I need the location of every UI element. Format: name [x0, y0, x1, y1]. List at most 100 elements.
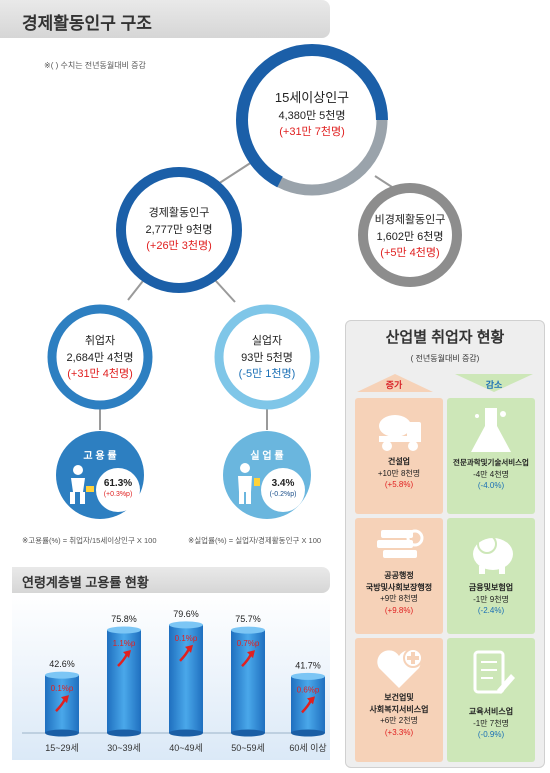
industry-decrease-finance-change: (-2.4%): [477, 606, 505, 616]
age-category-label: 50~59세: [231, 743, 265, 753]
age-bar-cap: [45, 671, 79, 679]
age-bar-value-label: 75.8%: [111, 614, 137, 624]
worker-icon: [70, 465, 94, 504]
increase-decrease-header: [357, 374, 533, 392]
node-total-label: 15세이상인구: [274, 90, 350, 105]
employment-rate-change: (+0.3%p): [103, 491, 133, 498]
age-bar-base: [107, 729, 141, 737]
increase-label: 증가: [385, 380, 403, 390]
connector-econ-unemployed: [214, 279, 236, 303]
age-bar-cap: [169, 621, 203, 629]
age-bar-cap: [107, 626, 141, 634]
age-category-label: 60세 이상: [289, 743, 326, 753]
piggy-bank-icon: [473, 534, 513, 574]
age-bar-cap: [231, 626, 265, 634]
node-nonecon: 비경제활동인구 1,602만 6천명 (+5만 4천명): [362, 212, 458, 262]
node-total: 15세이상인구 4,380만 5천명 (+31만 7천명): [252, 88, 372, 141]
age-bar-cap: [291, 672, 325, 680]
unemployment-rate-change: (-0.2%p): [269, 491, 297, 498]
industry-increase-construction: 건설업 +10만 8천명 (+5.8%): [355, 398, 443, 514]
employment-rate-value: 61.3%: [103, 478, 133, 489]
industry-increase-construction-name: 건설업: [387, 457, 411, 466]
employment-rate-formula: ※고용률(%) = 취업자/15세이상인구 X 100: [22, 536, 157, 545]
node-total-value: 4,380만 5천명: [278, 109, 346, 122]
structure-diagram: [47, 44, 462, 519]
up-arrow-head: [61, 695, 69, 704]
connector-total-econ: [217, 159, 256, 185]
flask-icon: [471, 408, 511, 452]
employed-circle: [47, 304, 153, 410]
age-category-label: 30~39세: [107, 743, 141, 753]
up-arrow-head: [247, 650, 255, 659]
books-icon: [377, 529, 424, 558]
connector-total-nonecon: [374, 175, 393, 188]
node-econ-label: 경제활동인구: [148, 207, 210, 219]
age-bar-base: [231, 729, 265, 737]
age-bar-base: [45, 729, 79, 737]
age-bar: [231, 630, 265, 733]
node-total-change: (+31만 7천명): [279, 126, 345, 138]
unemployment-rate-formula: ※실업률(%) = 실업자/경제활동인구 X 100: [188, 536, 322, 545]
node-unemployed-label: 실업자: [251, 335, 283, 347]
job-seeker-icon: [238, 463, 260, 504]
industry-decrease-education: 교육서비스업 -1만 7천명 (-0.9%): [447, 638, 535, 762]
age-bar-base: [291, 729, 325, 737]
node-econ-change: (+26만 3천명): [146, 240, 212, 252]
age-employment-chart: 42.6% 0.1%p 15~29세 75.8% 1.1%p 30~39세 79.6% 0.1…: [22, 609, 327, 753]
node-nonecon-value: 1,602만 6천명: [376, 230, 444, 243]
industry-decrease-science-value: -4만 4천명: [473, 469, 509, 479]
age-bar-change-label: 0.6%p: [297, 685, 320, 694]
industry-increase-health: 보건업및 사회복지서비스업 +6만 2천명 (+3.3%): [355, 638, 443, 762]
industry-increase-construction-value: +10만 8천명: [377, 468, 421, 478]
industry-decrease-education-change: (-0.9%): [477, 730, 505, 740]
age-section-title-bar: 연령계층별 고용률 현황: [12, 567, 330, 593]
industry-decrease-science-name: 전문과학및기술서비스업: [453, 458, 529, 467]
node-unemployed: 실업자 93만 5천명 (-5만 1천명): [222, 333, 312, 383]
industry-decrease-finance-value: -1만 9천명: [473, 594, 509, 604]
industry-increase-public-admin-value: +9만 8천명: [380, 594, 418, 604]
decrease-arrow-icon: [455, 374, 533, 392]
notepad-pencil-icon: [473, 650, 515, 694]
industry-decrease-science-change: (-4.0%): [477, 481, 505, 491]
node-employed-value: 2,684만 4천명: [66, 351, 134, 364]
industry-subtitle: ( 전년동월대비 증감): [410, 354, 480, 363]
unemployment-rate-label: 실 업 률: [250, 451, 284, 462]
econ-circle: [116, 167, 242, 293]
age-bar-value-label: 41.7%: [295, 660, 321, 670]
node-unemployed-value: 93만 5천명: [241, 351, 293, 364]
industry-increase-health-change: (+3.3%): [384, 727, 414, 737]
employment-rate-label: 고 용 률: [83, 451, 117, 462]
industry-increase-construction-change: (+5.8%): [384, 480, 414, 490]
header-note: ※( ) 수치는 전년동월대비 증감: [44, 61, 146, 70]
node-employed: 취업자 2,684만 4천명 (+31만 4천명): [55, 333, 145, 383]
industry-decrease-education-name: 교육서비스업: [468, 707, 514, 716]
unemployed-circle: [214, 304, 320, 410]
age-bar-value-label: 75.7%: [235, 614, 261, 624]
age-bar-change-label: 1.1%p: [113, 639, 136, 648]
node-employed-change: (+31만 4천명): [67, 368, 133, 380]
age-bar: [107, 630, 141, 733]
node-nonecon-label: 비경제활동인구: [374, 214, 446, 226]
age-bar-base: [169, 729, 203, 737]
age-bar-change-label: 0.7%p: [237, 639, 260, 648]
heart-plus-icon: [377, 648, 423, 688]
age-category-label: 15~29세: [45, 743, 79, 753]
node-econ-value: 2,777만 9천명: [145, 223, 213, 236]
industry-title: 산업별 취업자 현황: [385, 329, 505, 346]
age-bar-change-label: 0.1%p: [175, 634, 198, 643]
section-title-bar: 경제활동인구 구조: [0, 0, 330, 38]
cement-truck-icon: [379, 415, 421, 451]
age-bar-change-label: 0.1%p: [51, 684, 74, 693]
up-arrow-head: [185, 644, 193, 653]
up-arrow-head: [123, 650, 131, 659]
node-econ: 경제활동인구 2,777만 9천명 (+26만 3천명): [124, 205, 234, 255]
up-arrow-head: [307, 696, 315, 705]
node-employed-label: 취업자: [84, 335, 116, 347]
industry-increase-public-admin-name: 공공행정 국방및사회보장행정: [365, 571, 433, 592]
decrease-label: 감소: [485, 380, 503, 390]
industry-increase-health-name: 보건업및 사회복지서비스업: [369, 693, 429, 714]
industry-increase-health-value: +6만 2천명: [380, 716, 418, 726]
age-bar-value-label: 42.6%: [49, 659, 75, 669]
age-section-title: 연령계층별 고용률 현황: [22, 575, 149, 590]
industry-increase-public-admin: 공공행정 국방및사회보장행정 +9만 8천명 (+9.8%): [355, 518, 443, 634]
